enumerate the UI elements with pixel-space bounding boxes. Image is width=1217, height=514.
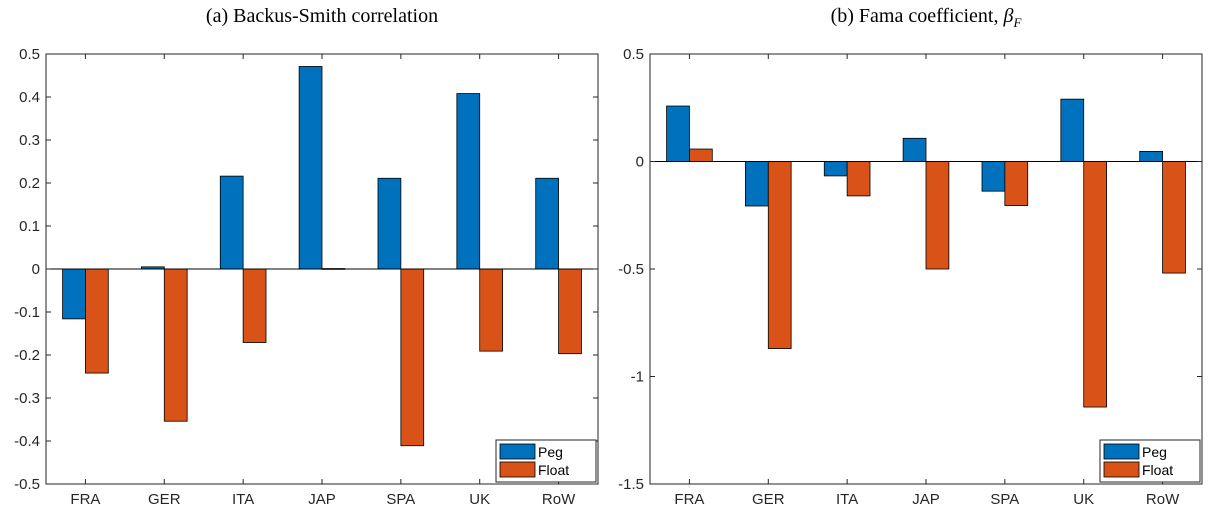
bar-float-row — [1162, 161, 1186, 274]
legend-label-float: Float — [1142, 462, 1173, 478]
chart-title: (b) Fama coefficient, βF — [831, 5, 1023, 30]
bar-peg-spa — [981, 161, 1006, 192]
bar-float-uk — [479, 268, 503, 352]
y-tick-label: -1 — [631, 369, 644, 386]
y-tick-label: -0.5 — [14, 476, 40, 493]
bar-peg-ita — [823, 161, 848, 177]
legend-label-peg: Peg — [1142, 444, 1167, 460]
y-tick-label: 0.5 — [19, 46, 40, 63]
bar-float-ger — [163, 268, 188, 422]
y-tick-label: -0.5 — [618, 261, 644, 278]
panel-a: (a) Backus-Smith correlation -0.5 -0.4 -0.3… — [14, 5, 599, 508]
bar-peg-jap — [298, 66, 323, 270]
bar-peg-jap — [902, 137, 927, 162]
y-tick-label: -0.1 — [14, 304, 40, 321]
x-tick-label: SPA — [990, 491, 1019, 508]
x-tick-label: RoW — [1146, 491, 1180, 508]
bar-peg-spa — [377, 177, 402, 270]
x-tick-label: ITA — [232, 491, 254, 508]
bar-float-ita — [846, 161, 871, 197]
title-math-subscript: F — [1012, 15, 1022, 30]
y-tick-label: -0.2 — [14, 347, 40, 364]
bar-float-spa — [400, 268, 425, 447]
legend-swatch-peg — [1103, 443, 1140, 460]
chart-title: (a) Backus-Smith correlation — [206, 5, 438, 27]
x-tick-label: SPA — [386, 491, 415, 508]
x-tick-label: FRA — [674, 491, 704, 508]
bar-peg-ger — [745, 161, 769, 207]
legend-swatch-float — [499, 461, 536, 478]
bar-float-uk — [1083, 161, 1107, 408]
legend-swatch-peg — [499, 443, 536, 460]
legend: Peg Float — [495, 439, 597, 483]
x-tick-label: FRA — [70, 491, 100, 508]
bar-peg-fra — [62, 268, 86, 320]
y-tick-label: 0.4 — [19, 89, 40, 106]
panel-b: (b) Fama coefficient, βF-1.5-1-0.500.5FR… — [618, 5, 1203, 508]
x-tick-label: JAP — [308, 491, 336, 508]
bar-float-ita — [242, 268, 267, 343]
x-tick-label: GER — [752, 491, 785, 508]
bar-peg-uk — [456, 93, 481, 270]
y-tick-label: 0.3 — [19, 132, 40, 149]
y-tick-label: 0 — [32, 261, 40, 278]
x-tick-label: UK — [1073, 491, 1094, 508]
y-tick-label: -1.5 — [618, 476, 644, 493]
y-tick-label: -0.3 — [14, 390, 40, 407]
legend-label-float: Float — [538, 462, 569, 478]
x-tick-label: UK — [469, 491, 490, 508]
bar-peg-row — [1139, 150, 1163, 162]
x-tick-label: JAP — [912, 491, 940, 508]
bar-float-fra — [689, 148, 713, 162]
y-tick-label: -0.4 — [14, 433, 40, 450]
bar-float-spa — [1004, 161, 1029, 206]
bar-float-row — [558, 268, 582, 355]
bar-peg-uk — [1060, 98, 1085, 162]
y-tick-label: 0.2 — [19, 175, 40, 192]
y-tick-label: 0.5 — [623, 46, 644, 63]
bar-float-ger — [767, 161, 792, 349]
legend: Peg Float — [1099, 439, 1201, 483]
x-tick-label: ITA — [836, 491, 858, 508]
x-tick-label: GER — [148, 491, 181, 508]
x-tick-label: RoW — [542, 491, 576, 508]
legend-label-peg: Peg — [538, 444, 563, 460]
title-math-symbol: β — [1002, 5, 1013, 27]
bar-peg-ita — [219, 175, 244, 270]
bar-peg-fra — [666, 105, 690, 162]
y-tick-label: 0 — [636, 154, 644, 171]
bar-float-jap — [925, 161, 950, 270]
bar-peg-row — [535, 177, 559, 270]
y-tick-label: 0.1 — [19, 218, 40, 235]
legend-swatch-float — [1103, 461, 1140, 478]
bar-float-fra — [85, 268, 109, 374]
